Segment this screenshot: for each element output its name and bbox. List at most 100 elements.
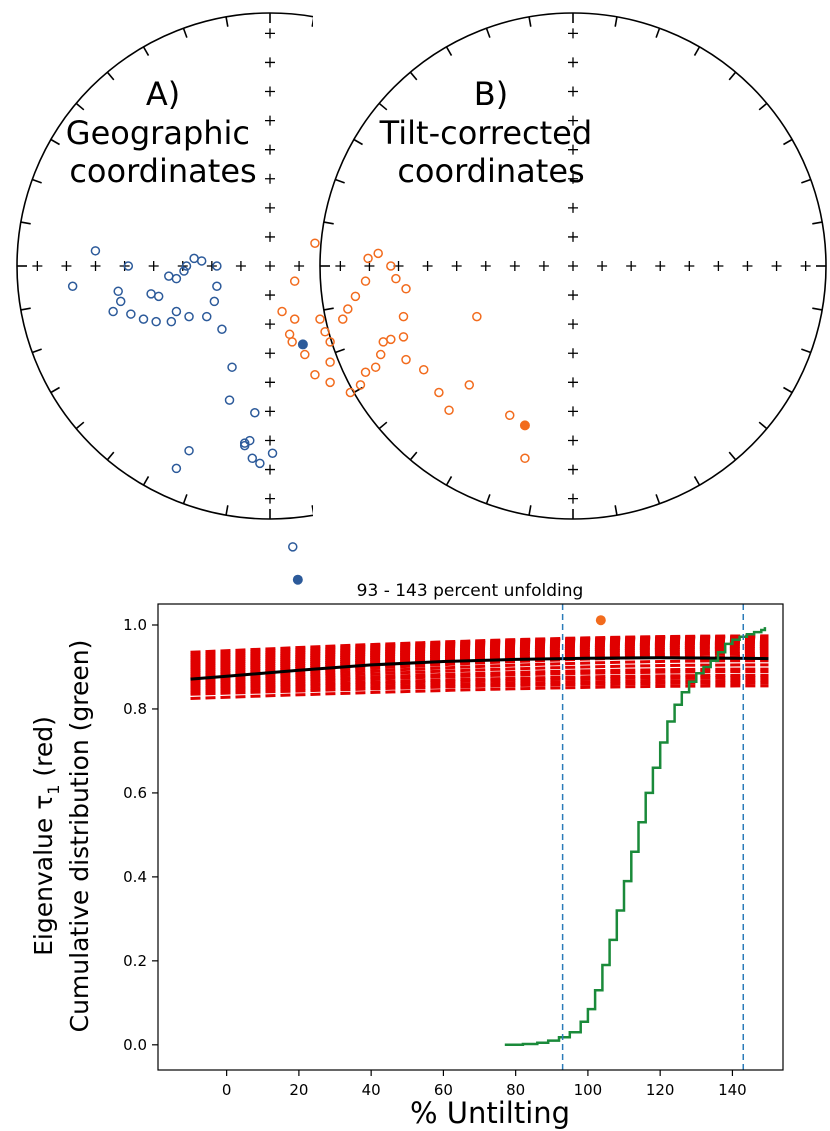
azimuth-tick bbox=[485, 27, 491, 38]
azimuth-tick bbox=[378, 102, 388, 111]
azimuth-tick bbox=[323, 221, 334, 225]
inclination-cross bbox=[90, 261, 101, 271]
azimuth-tick bbox=[728, 451, 737, 461]
inclination-cross bbox=[265, 290, 275, 301]
y-axis-label-line-2: Cumulative distribution (green) bbox=[65, 640, 94, 1033]
upper-hemisphere-point bbox=[164, 271, 174, 281]
inclination-cross bbox=[568, 290, 578, 301]
azimuth-tick bbox=[801, 178, 812, 184]
y-tick-label: 0.0 bbox=[123, 1036, 147, 1054]
inclination-cross bbox=[568, 202, 578, 213]
inclination-cross bbox=[265, 377, 275, 388]
upper-hemisphere-point bbox=[123, 261, 134, 271]
azimuth-tick bbox=[106, 71, 115, 81]
mean-direction-point bbox=[297, 339, 308, 350]
upper-hemisphere-point bbox=[247, 453, 258, 464]
azimuth-tick bbox=[614, 505, 618, 516]
upper-hemisphere-point bbox=[212, 261, 222, 271]
upper-hemisphere-point bbox=[267, 448, 278, 458]
y-axis-ticks: 0.0 0.2 0.4 0.6 0.8 1.0 bbox=[123, 616, 158, 1054]
upper-hemisphere-point bbox=[310, 370, 320, 380]
y-tick-label: 0.8 bbox=[123, 700, 147, 718]
azimuth-tick bbox=[409, 71, 418, 81]
center-cross bbox=[265, 261, 275, 271]
inclination-cross bbox=[568, 377, 578, 388]
upper-hemisphere-point bbox=[310, 238, 320, 248]
upper-hemisphere-point bbox=[255, 458, 265, 469]
stereonet-b-net bbox=[319, 12, 827, 520]
upper-hemisphere-point bbox=[189, 253, 199, 264]
upper-hemisphere-point bbox=[166, 316, 177, 327]
azimuth-tick bbox=[50, 386, 60, 394]
inclination-cross bbox=[538, 261, 549, 271]
y-tick-label: 0.6 bbox=[123, 784, 147, 802]
mean-direction-point bbox=[595, 615, 606, 626]
upper-hemisphere-point bbox=[224, 395, 235, 405]
azimuth-tick bbox=[801, 348, 812, 354]
azimuth-tick bbox=[31, 348, 42, 354]
upper-hemisphere-point bbox=[284, 329, 295, 340]
y-tick-label: 0.4 bbox=[123, 868, 147, 886]
upper-hemisphere-point bbox=[464, 380, 475, 390]
inclination-cross bbox=[439, 261, 449, 271]
y-axis-label-main: Eigenvalue τ bbox=[29, 795, 58, 956]
inclination-cross bbox=[265, 464, 275, 475]
panel-a-title: Geographic coordinates bbox=[66, 114, 260, 190]
upper-hemisphere-point bbox=[391, 273, 401, 284]
bootstrap-tau1-curve bbox=[190, 647, 769, 675]
plot-data-area bbox=[190, 604, 769, 1070]
inclination-cross bbox=[509, 261, 520, 271]
upper-hemisphere-point bbox=[375, 349, 386, 360]
azimuth-tick bbox=[445, 476, 453, 486]
upper-hemisphere-point bbox=[355, 380, 366, 390]
upper-hemisphere-point bbox=[386, 261, 396, 271]
azimuth-tick bbox=[783, 386, 793, 394]
mean-tau1-curve bbox=[190, 656, 769, 681]
upper-hemisphere-point bbox=[363, 253, 373, 264]
azimuth-tick bbox=[445, 46, 453, 56]
cumulative-distribution-curve bbox=[504, 627, 767, 1047]
inclination-cross bbox=[206, 261, 217, 271]
upper-hemisphere-point bbox=[345, 387, 356, 398]
upper-hemisphere-point bbox=[373, 248, 383, 259]
azimuth-tick bbox=[378, 421, 388, 430]
azimuth-tick bbox=[142, 476, 150, 486]
upper-hemisphere-point bbox=[217, 324, 227, 334]
y-axis-label-line-1-group: Eigenvalue τ1 (red) bbox=[29, 716, 63, 956]
azimuth-tick bbox=[728, 71, 737, 81]
upper-hemisphere-point bbox=[146, 289, 156, 299]
upper-hemisphere-point bbox=[181, 261, 192, 271]
mean-direction-point bbox=[519, 420, 530, 431]
inclination-cross bbox=[61, 261, 72, 271]
upper-hemisphere-point bbox=[245, 435, 255, 446]
azimuth-tick bbox=[142, 46, 150, 56]
inclination-cross bbox=[480, 261, 491, 271]
inclination-cross bbox=[568, 435, 578, 446]
bootstrap-tau1-curve bbox=[190, 645, 769, 673]
inclination-cross bbox=[469, 261, 479, 271]
inclination-cross bbox=[568, 493, 578, 504]
upper-hemisphere-point bbox=[325, 357, 335, 367]
inclination-cross bbox=[568, 406, 578, 417]
y-tick-label: 1.0 bbox=[123, 616, 147, 634]
azimuth-tick bbox=[31, 178, 42, 184]
upper-hemisphere-point bbox=[138, 314, 149, 324]
azimuth-tick bbox=[311, 505, 313, 515]
inclination-cross bbox=[742, 261, 753, 271]
azimuth-tick bbox=[323, 307, 334, 311]
bootstrap-tau1-curve bbox=[190, 673, 769, 690]
inclination-cross bbox=[148, 261, 159, 271]
x-tick-label: 0 bbox=[222, 1081, 232, 1099]
upper-hemisphere-point bbox=[444, 405, 454, 415]
inclination-cross bbox=[265, 231, 275, 242]
azimuth-tick bbox=[106, 451, 115, 461]
x-tick-label: 20 bbox=[289, 1081, 308, 1099]
x-tick-label: 60 bbox=[434, 1081, 453, 1099]
azimuth-tick bbox=[225, 16, 229, 27]
x-axis-label: % Untilting bbox=[410, 1096, 570, 1130]
azimuth-tick bbox=[614, 16, 618, 27]
azimuth-tick bbox=[334, 348, 345, 354]
inclination-cross bbox=[352, 261, 362, 271]
upper-hemisphere-point bbox=[288, 542, 298, 552]
